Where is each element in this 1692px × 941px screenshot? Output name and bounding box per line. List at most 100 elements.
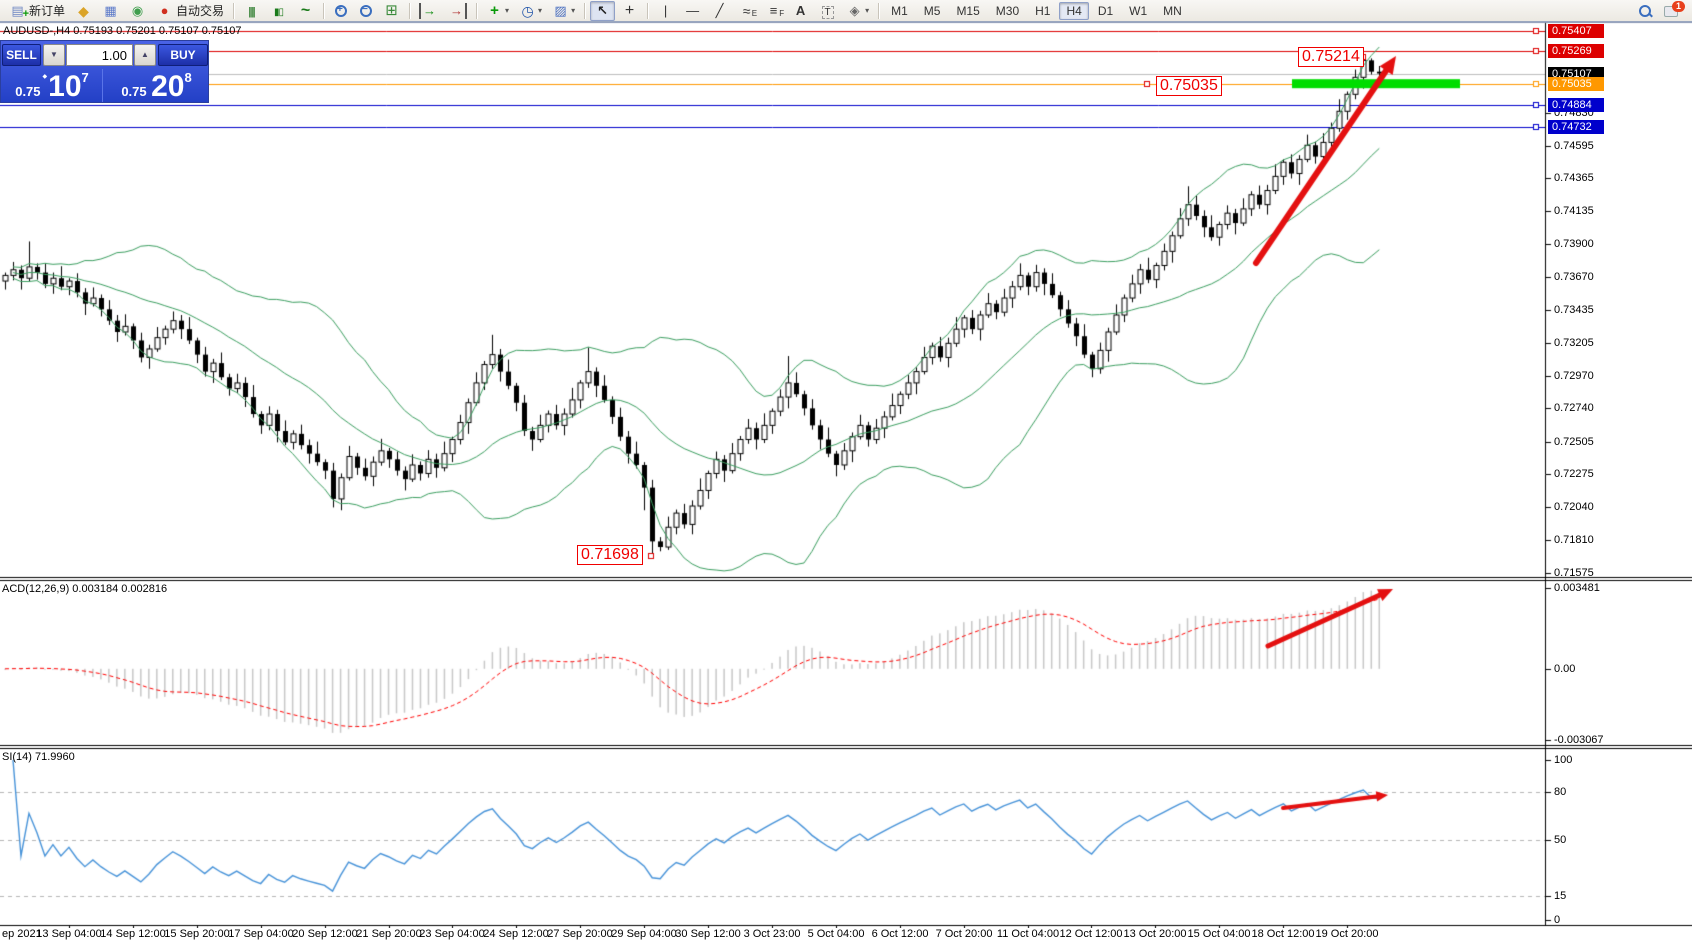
text-button[interactable] (788, 1, 813, 21)
tile-windows-icon (383, 3, 400, 19)
market-watch-icon (102, 3, 119, 19)
autotrading-icon (156, 3, 173, 19)
one-click-trading-panel: SELL ▼ ▲ BUY 0.75◆107 0.75 208 (0, 40, 209, 103)
volume-input[interactable] (66, 44, 133, 66)
buy-price[interactable]: 0.75 20 8 (105, 69, 208, 102)
horizontal-line-button[interactable] (680, 1, 705, 21)
date-label: 21 Sep 20:00 (356, 928, 422, 940)
date-label: 11 Oct 04:00 (996, 928, 1060, 940)
hline-icon (684, 3, 701, 19)
bar-chart-icon (243, 3, 260, 19)
time-scale[interactable]: ep 2021 13 Sep 04:00 14 Sep 12:00 15 Sep 20… (0, 928, 1692, 941)
chat-button[interactable]: 1 (1659, 1, 1685, 21)
price-scale[interactable]: 0.74830 0.74595 0.74365 0.74135 0.73900 0.736… (1546, 22, 1692, 928)
bar-chart-button[interactable] (239, 1, 264, 21)
date-label: 15 Sep 20:00 (164, 928, 230, 940)
price-level-badge: 0.75269 (1548, 43, 1604, 58)
volume-decrease-button[interactable]: ▼ (43, 44, 65, 66)
macd-pane-label: ACD(12,26,9) 0.003184 0.002816 (2, 583, 168, 595)
timeframe-m1-button[interactable]: M1 (891, 3, 908, 18)
date-label: 13 Oct 20:00 (1123, 928, 1187, 940)
price-tick-label: 0.73670 (1554, 270, 1594, 283)
chart-shift-button[interactable] (444, 1, 471, 21)
rsi-tick-label: 0 (1554, 914, 1561, 926)
timeframe-d1-button[interactable]: D1 (1097, 3, 1114, 18)
chart-canvas[interactable] (0, 22, 1692, 941)
price-tick-label: 0.72970 (1554, 369, 1594, 382)
line-chart-button[interactable] (293, 1, 318, 21)
new-order-button-label: 新订单 (29, 4, 66, 18)
timeframe-m30-button[interactable]: M30 (995, 3, 1020, 18)
date-label: 20 Sep 12:00 (292, 928, 358, 940)
date-label: 27 Sep 20:00 (547, 928, 613, 940)
price-level-badge: 0.74884 (1548, 98, 1604, 113)
price-tick-label: 0.73205 (1554, 336, 1594, 349)
toolbar-separator (409, 2, 411, 19)
equidistant-channel-button[interactable] (734, 1, 759, 22)
timeframe-m5-button[interactable]: M5 (923, 3, 941, 18)
diamond-icon: ◆ (42, 74, 48, 80)
timeframe-m15-button[interactable]: M15 (956, 3, 980, 18)
date-label: 3 Oct 23:00 (743, 928, 801, 940)
shapes-button[interactable]: ▾ (842, 1, 873, 21)
date-label: 30 Sep 12:00 (675, 928, 741, 940)
autotrading-button[interactable]: 自动交易 (152, 1, 228, 21)
fibonacci-button[interactable] (761, 1, 786, 22)
toolbar-separator (476, 2, 478, 19)
zoom-in-button[interactable] (329, 1, 352, 21)
price-annotation[interactable]: 0.75214 (1298, 47, 1364, 67)
market-watch-button[interactable] (98, 1, 123, 21)
new-order-icon (9, 3, 29, 22)
price-tick-label: 0.74595 (1554, 139, 1594, 152)
periods-icon (519, 3, 536, 19)
crosshair-button[interactable] (617, 1, 642, 21)
timeframe-h4-button[interactable]: H4 (1059, 1, 1089, 20)
trendline-button[interactable] (707, 1, 732, 21)
date-label: 19 Oct 20:00 (1315, 928, 1379, 940)
timeframe-w1-button[interactable]: W1 (1129, 3, 1148, 18)
sell-price-big: 10 (48, 70, 82, 103)
signals-icon (129, 3, 146, 19)
toolbar-right: 1 (1632, 1, 1686, 21)
equidistant-icon (738, 3, 757, 22)
date-label: ep 2021 (2, 928, 42, 940)
sell-price-base: 0.75 (15, 84, 41, 99)
timeframe-h1-button[interactable]: H1 (1035, 3, 1051, 18)
date-label: 23 Sep 04:00 (419, 928, 485, 940)
vertical-line-button[interactable] (653, 1, 678, 21)
zoom-out-button[interactable] (354, 1, 377, 21)
volume-increase-button[interactable]: ▲ (134, 44, 156, 66)
price-tick-label: 0.71575 (1554, 567, 1594, 580)
cursor-button[interactable] (590, 0, 616, 21)
new-order-button[interactable]: 新订单 (5, 1, 69, 22)
candlestick-button[interactable] (266, 1, 291, 21)
price-annotation[interactable]: 0.75035 (1156, 76, 1222, 96)
date-label: 12 Oct 12:00 (1059, 928, 1123, 940)
date-label: 18 Oct 12:00 (1251, 928, 1315, 940)
signals-button[interactable] (125, 1, 150, 21)
indicators-button[interactable]: ▾ (482, 1, 513, 21)
chat-icon: 1 (1663, 1, 1685, 19)
buy-button[interactable]: BUY (158, 44, 208, 66)
date-label: 24 Sep 12:00 (483, 928, 549, 940)
sell-price[interactable]: 0.75 ◆ 10 7 (2, 69, 103, 102)
macd-tick-label: -0.003067 (1554, 734, 1604, 746)
templates-button[interactable]: ▾ (548, 1, 579, 21)
price-tick-label: 0.72740 (1554, 402, 1594, 415)
chart-profile-button[interactable] (71, 1, 96, 21)
sell-button[interactable]: SELL (2, 44, 41, 66)
timeframe-mn-button[interactable]: MN (1163, 3, 1182, 18)
indicators-icon (486, 3, 503, 19)
auto-scroll-button[interactable] (415, 1, 442, 21)
price-annotation[interactable]: 0.71698 (577, 545, 643, 565)
candles-icon (270, 3, 287, 19)
tile-windows-button[interactable] (379, 1, 404, 21)
line-chart-icon (297, 3, 314, 19)
price-level-badge: 0.75035 (1548, 76, 1604, 91)
text-label-button[interactable] (815, 1, 840, 21)
periods-button[interactable]: ▾ (515, 1, 546, 21)
vline-icon (657, 3, 674, 19)
search-button[interactable] (1633, 1, 1657, 21)
toolbar-separator (233, 2, 235, 19)
